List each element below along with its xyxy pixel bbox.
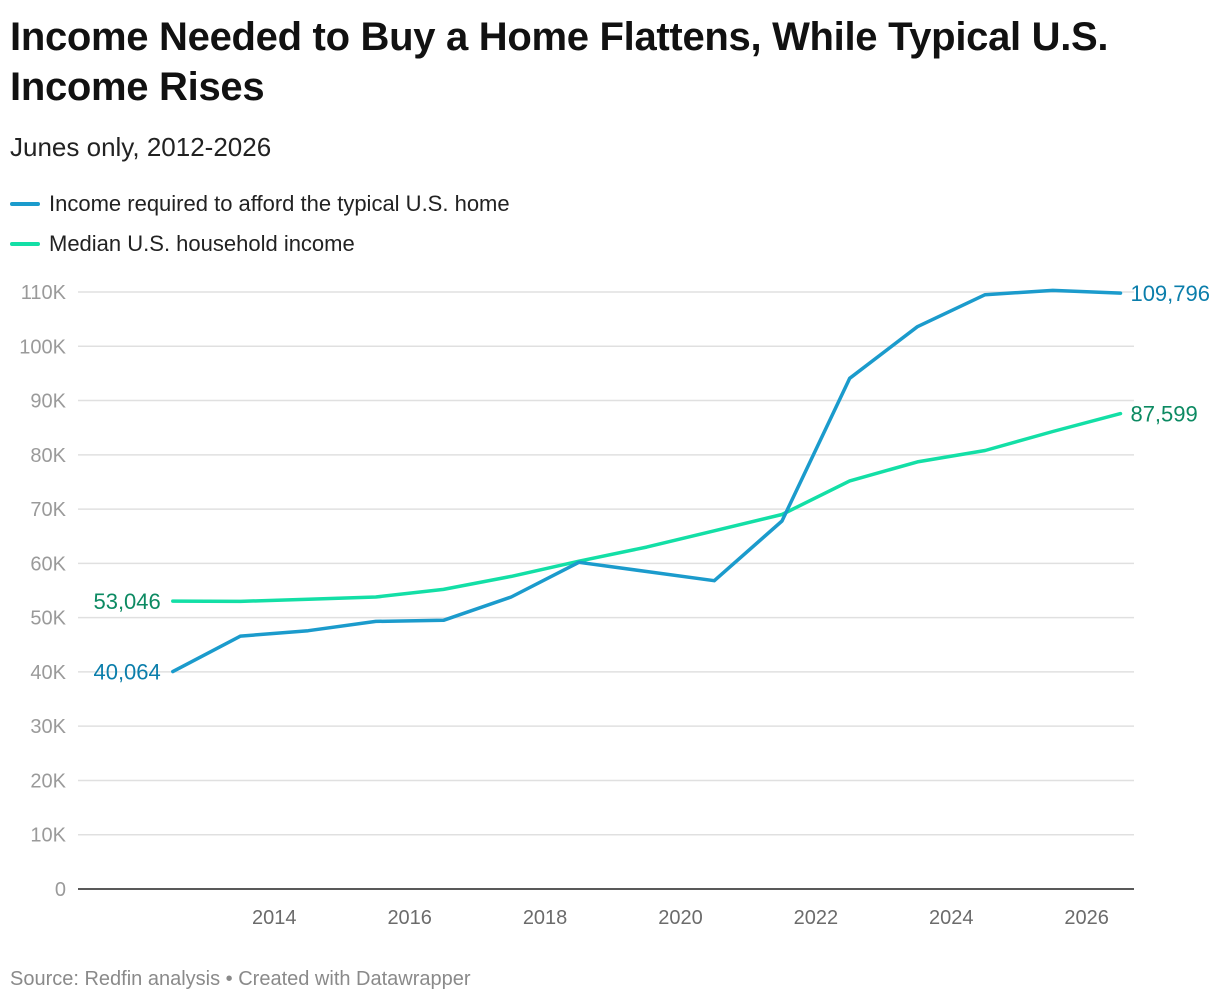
x-tick-label: 2024 [929,907,974,929]
y-tick-label: 50K [30,608,66,630]
y-tick-label: 70K [30,499,66,521]
chart-subtitle: Junes only, 2012-2026 [10,132,272,162]
legend-label-required: Income required to afford the typical U.… [49,191,510,216]
y-tick-label: 80K [30,445,66,467]
x-tick-label: 2014 [252,907,297,929]
x-tick-label: 2022 [794,907,839,929]
y-tick-label: 40K [30,662,66,684]
legend-item-median: Median U.S. household income [10,224,510,264]
y-tick-label: 0 [55,879,66,901]
y-tick-label: 10K [30,825,66,847]
end-label-median: 87,599 [1130,402,1197,427]
legend-swatch-required [10,202,40,206]
y-tick-label: 30K [30,716,66,738]
y-tick-label: 60K [30,553,66,575]
x-tick-label: 2016 [387,907,432,929]
series-line-required [171,288,1123,674]
end-label-required: 109,796 [1130,281,1210,306]
x-tick-label: 2018 [523,907,568,929]
x-tick-label: 2020 [658,907,703,929]
y-tick-label: 110K [21,282,67,304]
legend-item-required: Income required to afford the typical U.… [10,184,510,224]
y-tick-label: 20K [30,770,66,792]
legend: Income required to afford the typical U.… [10,184,510,264]
legend-label-median: Median U.S. household income [49,231,355,256]
series-line-median [171,411,1123,604]
start-label-required: 40,064 [93,660,160,685]
legend-swatch-median [10,242,40,246]
y-tick-label: 90K [30,391,66,413]
start-label-median: 53,046 [93,589,160,614]
y-tick-label: 100K [19,336,66,358]
x-tick-label: 2026 [1064,907,1109,929]
footer-source: Source: Redfin analysis • Created with D… [10,968,471,990]
chart-title: Income Needed to Buy a Home Flattens, Wh… [10,15,1109,109]
